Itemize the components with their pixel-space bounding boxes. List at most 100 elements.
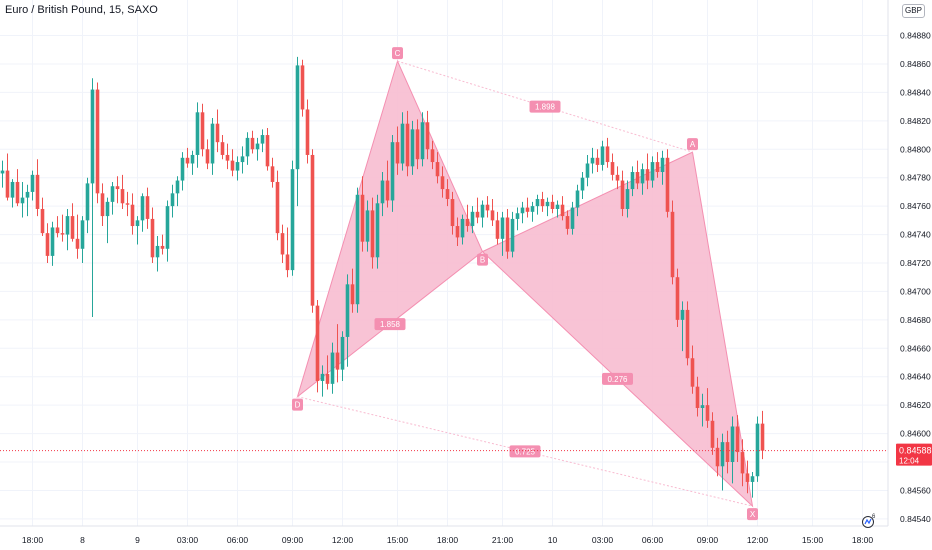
currency-badge[interactable]: GBP [902, 4, 925, 18]
candle-body [495, 220, 500, 239]
candle [455, 217, 460, 246]
candle-body [270, 166, 275, 182]
candle-body [405, 123, 410, 167]
candle-body [195, 112, 200, 155]
candle [690, 345, 695, 394]
candle-body [545, 201, 550, 207]
candle [175, 176, 180, 207]
candle [230, 149, 235, 177]
candle-body [700, 405, 705, 409]
candle-body [720, 442, 725, 467]
candle [415, 119, 420, 170]
candle [365, 200, 370, 252]
candle-body [505, 217, 510, 252]
candle-body [225, 154, 230, 161]
candle [510, 211, 515, 258]
price-tick-label: 0.84760 [900, 201, 931, 211]
candle-body [740, 452, 745, 474]
candle [325, 355, 330, 390]
candle [470, 206, 475, 234]
candle [410, 120, 415, 175]
candle [610, 153, 615, 181]
candle-body [165, 206, 170, 249]
candle-body [35, 174, 40, 209]
candle-body [40, 208, 45, 234]
candle [750, 471, 755, 498]
candle-body [670, 211, 675, 278]
candle [445, 179, 450, 207]
harmonic-pattern[interactable] [296, 59, 754, 508]
candle [170, 184, 175, 218]
pattern-ratio-label: 0.276 [607, 375, 628, 384]
candle-body [200, 112, 205, 150]
time-tick-label: 18:00 [22, 535, 44, 545]
candle [400, 112, 405, 171]
candle-body [280, 233, 285, 255]
candle [655, 152, 660, 178]
candle [15, 169, 20, 207]
candle-body [155, 245, 160, 258]
candle [460, 214, 465, 245]
candle [370, 197, 375, 269]
candle-body [115, 186, 120, 190]
candle [275, 170, 280, 241]
candle [605, 137, 610, 168]
pattern-ratio-label-bg [602, 372, 633, 385]
candle [760, 410, 765, 460]
candle [680, 301, 685, 352]
candle-body [560, 204, 565, 217]
candle-body [10, 181, 15, 198]
candle-body [205, 149, 210, 164]
candle [535, 194, 540, 215]
candle-body [120, 189, 125, 204]
candle-body [95, 89, 100, 194]
candle [635, 160, 640, 190]
candle-body [350, 284, 355, 305]
price-axis[interactable]: 0.84880 0.84860 0.84840 0.84820 0.84800 0.847… [887, 0, 932, 550]
candle [575, 184, 580, 217]
candle [135, 216, 140, 245]
candle-body [600, 146, 605, 165]
candle [270, 157, 275, 188]
candle-body [460, 218, 465, 238]
price-tick-label: 0.84680 [900, 315, 931, 325]
candle [295, 56, 300, 207]
candle [195, 102, 200, 168]
candle-body [415, 129, 420, 160]
candle [375, 194, 380, 269]
time-axis[interactable]: 18:00 8 9 03:00 06:00 09:00 12:00 15:00 18:00 21:… [0, 525, 932, 550]
candle [235, 156, 240, 181]
candle-body [445, 189, 450, 200]
candle-body [50, 227, 55, 256]
candle [250, 130, 255, 154]
price-tick-label: 0.84860 [900, 59, 931, 69]
candle-body [5, 170, 10, 198]
candle [600, 140, 605, 171]
candle-body [320, 373, 325, 381]
candle-body [585, 163, 590, 178]
candle-body [20, 197, 25, 204]
candle-body [650, 162, 655, 181]
candle-body [715, 447, 720, 467]
candle-body [355, 194, 360, 305]
candle [755, 416, 760, 482]
chart-title: Euro / British Pound, 15, SAXO [5, 4, 158, 16]
candle-body [25, 191, 30, 198]
candle-body [525, 207, 530, 212]
candle-body [0, 170, 5, 174]
candle-body [475, 211, 480, 218]
candle [685, 301, 690, 366]
time-tick-label: 9 [135, 535, 140, 545]
candle-body [570, 207, 575, 229]
candle-body [725, 442, 730, 463]
candle [675, 268, 680, 327]
candle-body [65, 216, 70, 235]
candle [360, 176, 365, 252]
candle [45, 223, 50, 263]
candle-body [660, 157, 665, 173]
candle-body [625, 189, 630, 209]
candle-body [480, 204, 485, 218]
candle-body [665, 157, 670, 212]
candle-body [185, 157, 190, 164]
